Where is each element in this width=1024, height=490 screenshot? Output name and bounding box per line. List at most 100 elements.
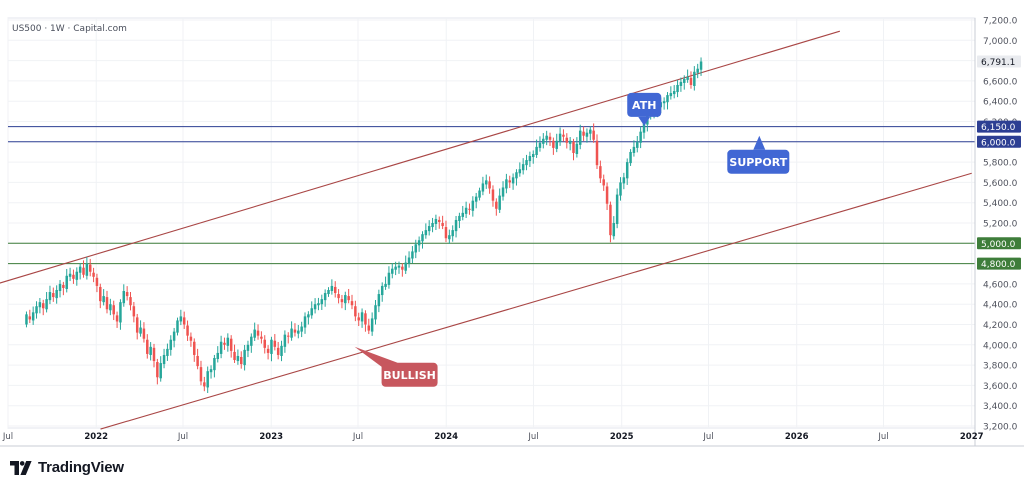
candle	[229, 335, 233, 358]
level-price-label: 6,000.0	[981, 138, 1016, 148]
level-price-label: 4,800.0	[981, 260, 1016, 270]
candle	[431, 217, 434, 233]
candle	[233, 344, 236, 363]
candle	[132, 301, 136, 323]
candle	[535, 139, 538, 158]
candle	[531, 150, 535, 164]
time-tick-label: 2024	[434, 432, 458, 442]
symbol-label: US500 · 1W · Capital.com	[12, 24, 127, 34]
time-tick-label: Jul	[352, 432, 363, 442]
candle	[511, 173, 515, 190]
candle	[226, 333, 230, 352]
price-tick-label: 3,200.0	[983, 423, 1018, 433]
candle	[337, 289, 340, 304]
candle	[689, 71, 693, 89]
candle	[699, 57, 703, 76]
candle	[280, 340, 283, 362]
candle	[45, 292, 48, 313]
candle	[186, 320, 189, 341]
candle	[344, 291, 347, 311]
price-tick-label: 7,000.0	[983, 37, 1018, 47]
candle	[115, 311, 119, 328]
time-tick-label: Jul	[702, 432, 713, 442]
candle	[273, 334, 277, 351]
candle	[485, 174, 488, 189]
candle	[125, 286, 129, 301]
last-price-tag	[977, 55, 1021, 68]
candle	[263, 335, 266, 354]
bullish-callout[interactable]: BULLISH	[354, 346, 438, 387]
time-tick-label: Jul	[527, 432, 538, 442]
candle	[48, 285, 52, 305]
candle	[95, 273, 99, 293]
candle	[179, 309, 183, 326]
candle	[52, 287, 55, 302]
tradingview-logo[interactable]: TradingView	[10, 459, 124, 476]
price-tick-label: 5,400.0	[983, 199, 1018, 209]
candle	[323, 289, 327, 307]
time-tick-label: 2025	[610, 432, 634, 442]
candle	[686, 69, 689, 83]
candle	[75, 267, 79, 286]
candle	[488, 176, 491, 194]
candle	[407, 251, 411, 268]
candle	[276, 341, 280, 360]
candle	[142, 322, 146, 343]
candle	[672, 85, 676, 99]
candle	[478, 187, 481, 201]
candle	[236, 349, 240, 365]
candle	[219, 335, 223, 359]
candle	[394, 261, 397, 276]
candle	[55, 285, 58, 304]
support-callout[interactable]: SUPPORT	[727, 135, 790, 174]
candle	[199, 360, 203, 386]
candle	[216, 346, 220, 363]
candle	[636, 136, 639, 153]
candle	[112, 300, 115, 321]
candle	[592, 123, 595, 143]
ath-callout[interactable]: ATH	[627, 92, 662, 126]
candle	[360, 308, 364, 328]
candle	[548, 132, 552, 146]
candle	[538, 136, 542, 152]
horizontal-levels	[8, 126, 975, 265]
candle	[182, 311, 186, 329]
price-tick-label: 3,600.0	[983, 382, 1018, 392]
candle	[515, 169, 518, 186]
candle	[203, 376, 206, 392]
candle	[666, 92, 669, 110]
time-axis[interactable]: Jul 2022 Jul 2023 Jul 2024 Jul 2025 Jul 2026 Jul 20…	[2, 432, 984, 442]
candle	[92, 267, 95, 283]
candle	[88, 258, 92, 277]
candle	[58, 280, 62, 298]
price-tick-label: 5,800.0	[983, 159, 1018, 169]
candle	[595, 134, 599, 170]
candle	[347, 288, 350, 304]
candle	[676, 79, 679, 98]
candle	[397, 261, 401, 274]
candle	[572, 138, 575, 161]
candle	[441, 215, 444, 230]
candle	[374, 300, 377, 325]
candle	[589, 126, 592, 141]
candle	[260, 331, 263, 344]
candle	[521, 158, 525, 175]
price-axis[interactable]: 7,200.07,000.06,800.06,600.06,400.06,200…	[0, 17, 1024, 447]
candle	[605, 182, 609, 211]
price-tick-label: 4,400.0	[983, 301, 1018, 311]
candle	[250, 333, 253, 353]
candle	[62, 281, 65, 296]
candle	[424, 223, 428, 239]
candle	[357, 312, 360, 327]
level-price-label: 6,150.0	[981, 123, 1016, 133]
candle	[317, 297, 320, 311]
candle	[625, 158, 629, 185]
candle	[612, 216, 616, 240]
candle	[156, 358, 159, 385]
candle	[451, 225, 454, 242]
candle	[213, 354, 216, 378]
callout-label: BULLISH	[383, 369, 436, 382]
channel-lower-line	[100, 172, 972, 430]
candle	[350, 294, 354, 310]
